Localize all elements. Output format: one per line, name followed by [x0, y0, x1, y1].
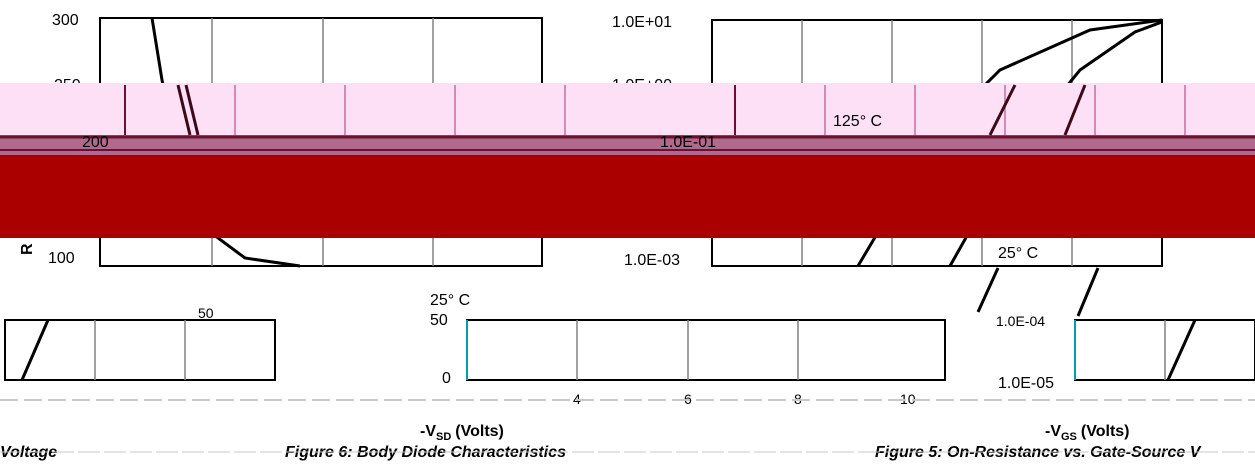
- top-right-ytick-3: 1.0E-01: [660, 134, 716, 151]
- top-right-ytick-4: 1.0E-03: [624, 252, 680, 269]
- bottom-right-xlabel-unit: (Volts): [1081, 423, 1130, 440]
- bottom-middle-ytick-0: 0: [442, 370, 451, 387]
- bottom-right-panel: 1.0E-04 1.0E-05 -VGS (Volts) Figure 5: On…: [875, 267, 1255, 461]
- bottom-left-panel: 50 Voltage: [0, 305, 276, 461]
- annotation-25c-top: 25° C: [998, 245, 1038, 262]
- top-right-ytick-1: 1.0E+01: [612, 14, 672, 31]
- bottom-right-curve-top: [1076, 267, 1100, 317]
- band-echo-curve: [176, 84, 192, 136]
- band-pink: [0, 83, 1255, 135]
- pink-band-echo: 200 1.0E-01 125° C: [0, 84, 1255, 151]
- bottom-right-xlabel: -VGS (Volts): [1045, 423, 1130, 443]
- band-echo-curve: [988, 84, 1017, 136]
- bottom-right-ytick-2: 1.0E-05: [998, 375, 1054, 392]
- top-left-ytick-300: 300: [52, 12, 79, 29]
- annotation-25c-bottom: 25° C: [430, 292, 470, 309]
- band-red: [0, 155, 1255, 238]
- annotation-125c: 125° C: [833, 113, 882, 130]
- bottom-right-ytick-1: 1.0E-04: [996, 313, 1045, 329]
- top-left-ytick-100: 100: [48, 250, 75, 267]
- bottom-middle-xlabel-sub: SD: [436, 431, 451, 443]
- bottom-middle-xtick-10: 10: [900, 391, 916, 407]
- bottom-middle-xlabel-main: -V: [420, 423, 436, 440]
- bottom-middle-xlabel: -VSD (Volts): [420, 423, 504, 443]
- band-echo-curve: [184, 84, 200, 136]
- bottom-right-xlabel-main: -V: [1045, 423, 1061, 440]
- top-left-ylabel-fragment: R: [19, 243, 36, 255]
- bottom-middle-ytick-50: 50: [430, 312, 448, 329]
- bottom-left-curve: [20, 319, 50, 381]
- bottom-left-frame: [4, 319, 276, 381]
- bottom-middle-panel: 50 0 25° C 4 6 8 10 -VSD(Volts) Figure 6…: [285, 292, 946, 461]
- bottom-middle-frame: [466, 319, 946, 381]
- bottom-right-curve: [1166, 319, 1197, 381]
- top-left-ytick-200: 200: [82, 134, 109, 151]
- bottom-right-xlabel-sub: GS: [1061, 431, 1077, 443]
- bottom-middle-xlabel-unit: (Volts): [455, 423, 504, 440]
- band-echo-curve: [1063, 84, 1087, 136]
- bottom-right-curve-top: [976, 267, 1000, 313]
- bottom-right-title: Figure 5: On-Resistance vs. Gate-Source …: [875, 444, 1202, 461]
- bottom-left-ytick-50: 50: [198, 305, 214, 321]
